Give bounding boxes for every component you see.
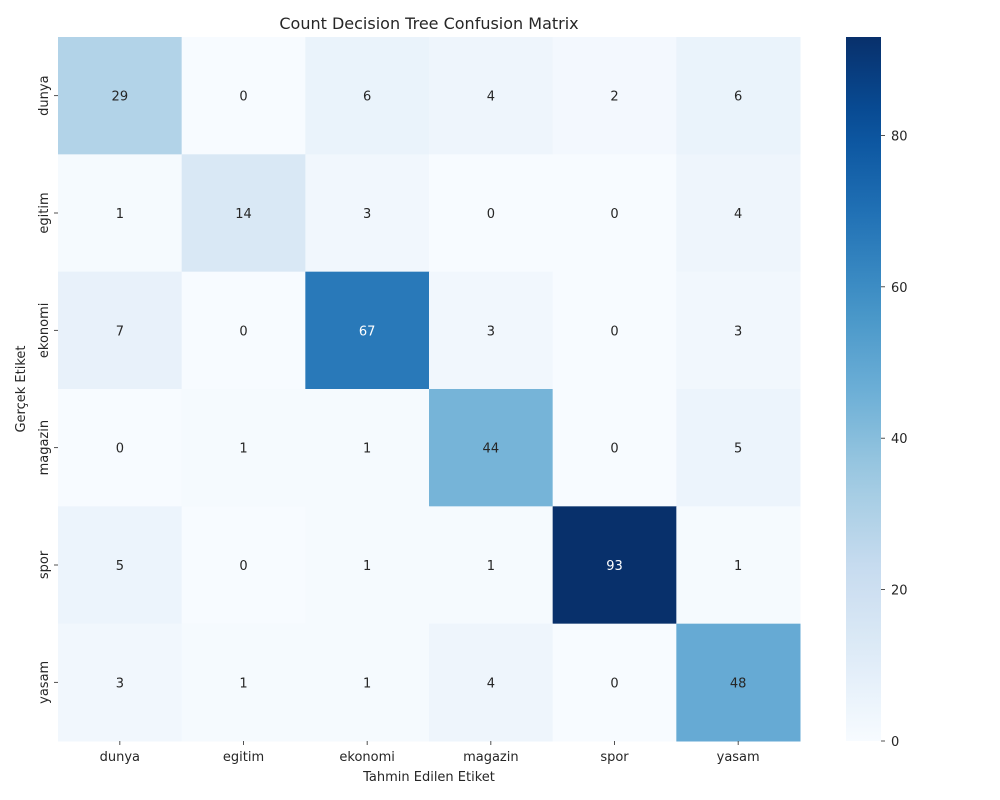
colorbar-tick-label: 40 [891, 432, 908, 447]
x-tick-label: dunya [100, 750, 140, 765]
colorbar-tick-label: 20 [891, 584, 908, 599]
cell-value-label: 2 [610, 90, 618, 105]
heatmap-cell [429, 506, 554, 625]
colorbar-tick-label: 80 [891, 129, 908, 144]
heatmap-cell [305, 154, 430, 273]
heatmap-cells: 29 0 6 4 2 61 14 3 0 0 47 0 67 3 0 30 1 1 44 0 55 0 1 1 93 13 1 1 4 0… [58, 37, 801, 742]
cell-value-label: 29 [112, 90, 129, 105]
cell-value-label: 0 [116, 442, 124, 457]
cell-value-label: 0 [239, 90, 247, 105]
chart-title: Count Decision Tree Confusion Matrix [279, 14, 578, 33]
cell-value-label: 0 [610, 324, 618, 339]
heatmap-cell [58, 271, 183, 390]
x-tick-label: egitim [223, 750, 264, 765]
colorbar-tick-label: 60 [891, 281, 908, 296]
cell-value-label: 3 [363, 207, 371, 222]
cell-value-label: 1 [734, 559, 742, 574]
heatmap-cell [552, 271, 677, 390]
heatmap-cell [305, 506, 430, 625]
x-tick-label: spor [600, 750, 629, 765]
cell-value-label: 0 [487, 207, 495, 222]
heatmap-cell [181, 271, 306, 390]
heatmap-cell [305, 623, 430, 742]
cell-value-label: 3 [116, 676, 124, 691]
heatmap-cell [676, 389, 801, 507]
cell-value-label: 44 [483, 442, 500, 457]
colorbar-ticks: 0 20 40 60 80 [881, 129, 908, 750]
heatmap-cell [58, 154, 183, 273]
cell-value-label: 6 [734, 90, 742, 105]
heatmap-cell [305, 271, 430, 390]
x-axis-ticks: dunya egitim ekonomi magazin spor yasam [100, 741, 760, 765]
heatmap-cell [676, 271, 801, 390]
heatmap-cell [181, 506, 306, 625]
heatmap-cell [552, 389, 677, 507]
y-tick-label: yasam [37, 661, 52, 704]
cell-value-label: 48 [730, 676, 747, 691]
heatmap-cell [429, 271, 554, 390]
heatmap-cell [429, 37, 554, 155]
cell-value-label: 1 [239, 442, 247, 457]
heatmap-cell [58, 389, 183, 507]
heatmap-cell [552, 154, 677, 273]
heatmap-cell [676, 506, 801, 625]
cell-value-label: 4 [734, 207, 742, 222]
heatmap-cell [429, 389, 554, 507]
cell-value-label: 1 [239, 676, 247, 691]
y-axis-label: Gerçek Etiket [14, 345, 29, 432]
cell-value-label: 6 [363, 90, 371, 105]
heatmap-cell [676, 37, 801, 155]
y-tick-label: magazin [37, 420, 52, 476]
heatmap-cell [181, 623, 306, 742]
cell-value-label: 1 [487, 559, 495, 574]
cell-value-label: 0 [610, 442, 618, 457]
cell-value-label: 67 [359, 324, 376, 339]
cell-value-label: 3 [487, 324, 495, 339]
y-tick-label: dunya [37, 75, 52, 115]
cell-value-label: 0 [610, 676, 618, 691]
cell-value-label: 4 [487, 676, 495, 691]
cell-value-label: 1 [363, 559, 371, 574]
cell-value-label: 1 [116, 207, 124, 222]
cell-value-label: 14 [235, 207, 252, 222]
y-tick-label: ekonomi [37, 303, 52, 359]
cell-value-label: 0 [610, 207, 618, 222]
cell-value-label: 1 [363, 442, 371, 457]
cell-value-label: 4 [487, 90, 495, 105]
heatmap-cell [181, 389, 306, 507]
y-tick-label: egitim [37, 192, 52, 233]
heatmap-cell [552, 37, 677, 155]
x-tick-label: magazin [463, 750, 519, 765]
cell-value-label: 7 [116, 324, 124, 339]
cell-value-label: 5 [734, 442, 742, 457]
x-axis-label: Tahmin Edilen Etiket [362, 770, 495, 785]
x-tick-label: yasam [717, 750, 760, 765]
y-axis-ticks: dunya egitim ekonomi magazin spor yasam [37, 75, 58, 704]
colorbar [846, 37, 881, 741]
cell-value-label: 0 [239, 559, 247, 574]
heatmap-cell [58, 506, 183, 625]
cell-value-label: 1 [363, 676, 371, 691]
heatmap-cell [181, 154, 306, 273]
heatmap-cell [676, 154, 801, 273]
heatmap-cell [58, 623, 183, 742]
colorbar-tick-label: 0 [891, 735, 899, 750]
heatmap-cell [552, 506, 677, 625]
cell-value-label: 93 [606, 559, 623, 574]
heatmap-cell [429, 154, 554, 273]
heatmap-cell [181, 37, 306, 155]
heatmap-cell [305, 389, 430, 507]
heatmap-cell [676, 623, 801, 742]
heatmap-cell [429, 623, 554, 742]
cell-value-label: 0 [239, 324, 247, 339]
cell-value-label: 3 [734, 324, 742, 339]
heatmap-cell [552, 623, 677, 742]
cell-value-label: 5 [116, 559, 124, 574]
y-tick-label: spor [37, 550, 52, 579]
heatmap-cell [58, 37, 183, 155]
heatmap-cell [305, 37, 430, 155]
x-tick-label: ekonomi [339, 750, 395, 765]
